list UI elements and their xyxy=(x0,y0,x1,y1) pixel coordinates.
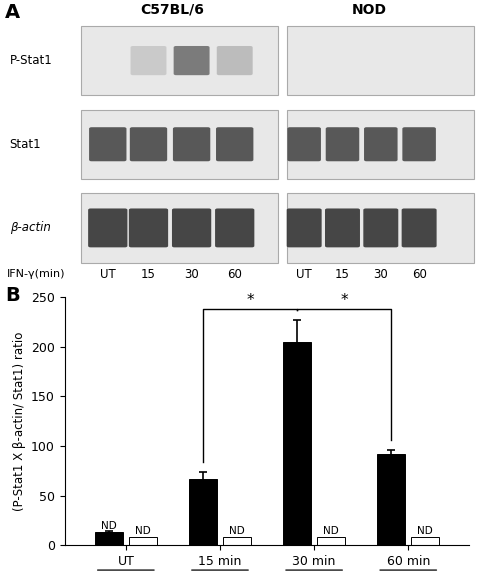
Text: B: B xyxy=(5,286,20,305)
Text: UT: UT xyxy=(100,268,115,280)
Text: *: * xyxy=(246,293,254,308)
Text: 60: 60 xyxy=(411,268,427,280)
Bar xyxy=(95,533,123,545)
Bar xyxy=(129,537,157,545)
Text: Stat1: Stat1 xyxy=(10,138,41,151)
Text: A: A xyxy=(5,3,20,22)
Text: ND: ND xyxy=(101,521,117,531)
Text: 30: 30 xyxy=(184,268,199,280)
Text: C57BL/6: C57BL/6 xyxy=(140,3,205,17)
FancyBboxPatch shape xyxy=(81,110,278,179)
Text: ND: ND xyxy=(417,526,433,536)
Y-axis label: (P-Stat1 X β-actin/ Stat1) ratio: (P-Stat1 X β-actin/ Stat1) ratio xyxy=(12,332,25,511)
Bar xyxy=(283,342,311,545)
Text: 15: 15 xyxy=(335,268,350,280)
FancyBboxPatch shape xyxy=(287,128,321,162)
FancyBboxPatch shape xyxy=(287,26,474,95)
FancyBboxPatch shape xyxy=(216,128,253,162)
FancyBboxPatch shape xyxy=(363,208,398,248)
Text: 30: 30 xyxy=(374,268,388,280)
FancyBboxPatch shape xyxy=(88,208,127,248)
Bar xyxy=(377,454,405,545)
Bar xyxy=(411,537,439,545)
FancyBboxPatch shape xyxy=(172,208,211,248)
FancyBboxPatch shape xyxy=(287,193,474,263)
Text: β-actin: β-actin xyxy=(10,222,50,234)
FancyBboxPatch shape xyxy=(130,46,166,75)
Text: ND: ND xyxy=(229,526,245,536)
Text: 60: 60 xyxy=(227,268,242,280)
FancyBboxPatch shape xyxy=(217,46,253,75)
Bar xyxy=(223,537,251,545)
Text: *: * xyxy=(341,293,348,308)
FancyBboxPatch shape xyxy=(81,193,278,263)
FancyBboxPatch shape xyxy=(287,110,474,179)
Text: UT: UT xyxy=(297,268,312,280)
Text: ND: ND xyxy=(135,526,151,536)
Text: P-Stat1: P-Stat1 xyxy=(10,54,52,67)
Text: IFN-γ(min): IFN-γ(min) xyxy=(7,269,66,279)
Text: NOD: NOD xyxy=(351,3,387,17)
FancyBboxPatch shape xyxy=(215,208,254,248)
FancyBboxPatch shape xyxy=(173,128,210,162)
FancyBboxPatch shape xyxy=(173,46,210,75)
FancyBboxPatch shape xyxy=(402,128,436,162)
FancyBboxPatch shape xyxy=(325,208,360,248)
FancyBboxPatch shape xyxy=(401,208,436,248)
FancyBboxPatch shape xyxy=(364,128,398,162)
FancyBboxPatch shape xyxy=(89,128,126,162)
Text: 15: 15 xyxy=(141,268,156,280)
FancyBboxPatch shape xyxy=(286,208,322,248)
Bar xyxy=(317,537,345,545)
FancyBboxPatch shape xyxy=(81,26,278,95)
Text: ND: ND xyxy=(323,526,339,536)
FancyBboxPatch shape xyxy=(129,208,168,248)
Bar xyxy=(189,479,217,545)
FancyBboxPatch shape xyxy=(130,128,167,162)
FancyBboxPatch shape xyxy=(326,128,359,162)
